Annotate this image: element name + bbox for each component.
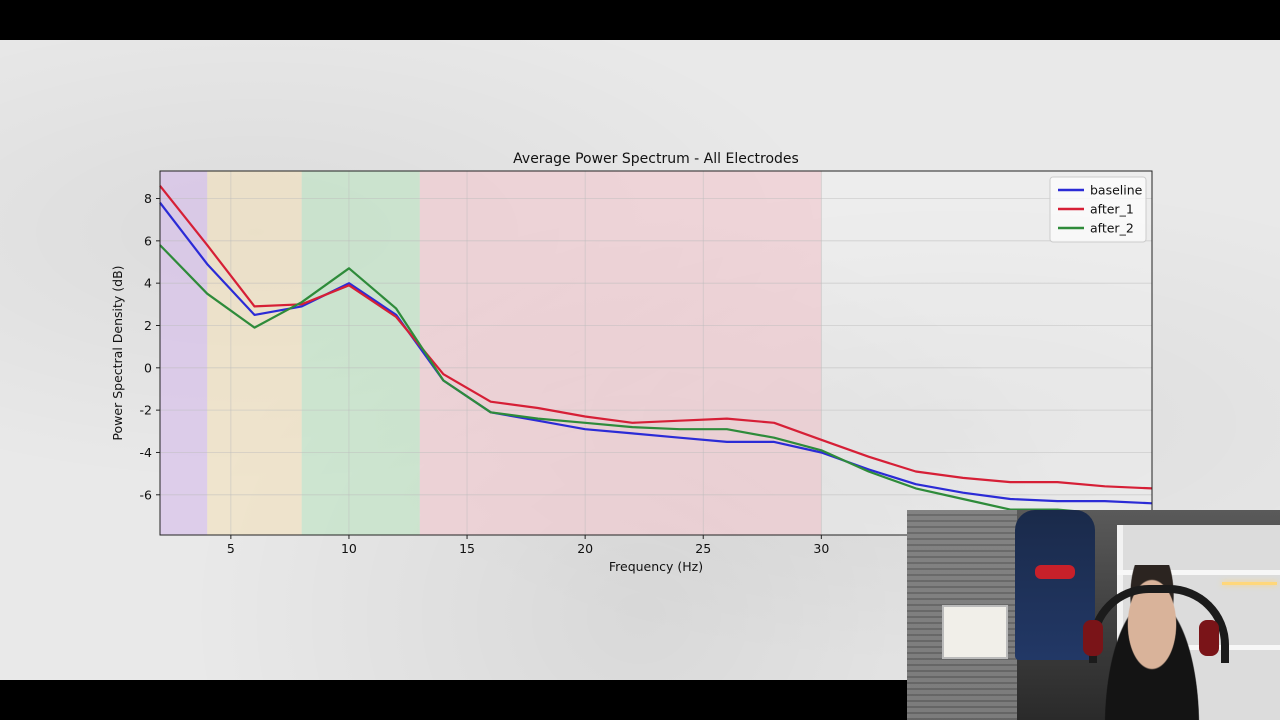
x-tick-label: 20: [577, 541, 593, 556]
suit-logo: [1035, 565, 1075, 579]
series-line-after_1: [159, 185, 1153, 490]
y-axis-label: Power Spectral Density (dB): [110, 265, 125, 440]
y-tick-label: 2: [144, 318, 152, 333]
y-tick-label: -2: [140, 403, 152, 418]
frequency-band-0: [160, 171, 208, 535]
x-axis-label: Frequency (Hz): [609, 559, 703, 574]
y-tick-label: 0: [144, 360, 152, 375]
headset-cup-right: [1199, 620, 1219, 656]
legend-label-baseline: baseline: [1090, 183, 1143, 198]
series-line-after_2: [159, 244, 1153, 518]
y-tick-label: 4: [144, 276, 152, 291]
chart-title: Average Power Spectrum - All Electrodes: [513, 151, 799, 167]
x-tick-label: 15: [459, 541, 475, 556]
x-tick-label: 25: [695, 541, 711, 556]
frequency-band-3: [419, 171, 822, 535]
x-tick-label: 10: [341, 541, 357, 556]
legend-label-after_2: after_2: [1090, 221, 1134, 236]
letter-board-sign: [942, 605, 1008, 659]
y-tick-label: 8: [144, 191, 152, 206]
shelf-light: [1222, 582, 1277, 585]
racing-suit: [1015, 510, 1095, 660]
video-frame: 5 10 15 20 25 30 8 6 4 2 0 -2 -4 -6 Average Power Spe…: [0, 40, 1280, 680]
legend-label-after_1: after_1: [1090, 202, 1134, 217]
y-tick-label: -6: [140, 487, 153, 502]
frequency-band-1: [207, 171, 302, 535]
x-tick-label: 30: [813, 541, 829, 556]
headset-cup-left: [1083, 620, 1103, 656]
y-tick-label: 6: [144, 233, 152, 248]
y-tick-label: -4: [140, 445, 153, 460]
chart-legend: baseline after_1 after_2: [1049, 176, 1147, 243]
webcam-overlay: [907, 510, 1280, 720]
frequency-band-2: [301, 171, 420, 535]
x-tick-label: 5: [227, 541, 235, 556]
